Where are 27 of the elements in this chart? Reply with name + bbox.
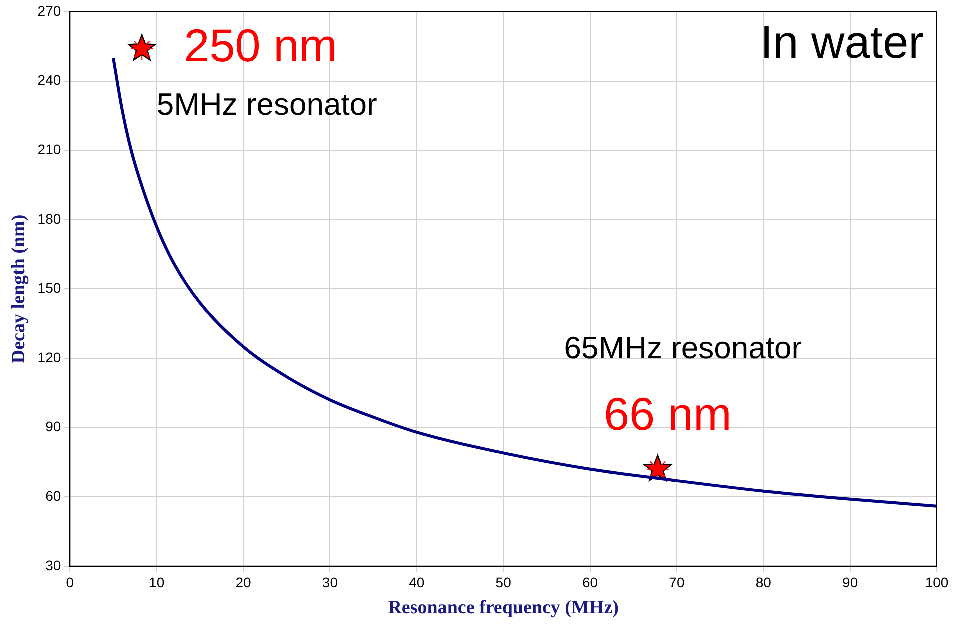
x-tick-label: 60 — [582, 574, 598, 591]
annotation: 65MHz resonator — [564, 330, 802, 366]
y-tick-label: 120 — [38, 349, 62, 366]
y-tick-label: 150 — [38, 280, 62, 296]
x-tick-label: 30 — [322, 574, 338, 591]
y-tick-label: 90 — [46, 418, 62, 435]
annotation: In water — [760, 16, 924, 68]
y-tick-label: 180 — [38, 210, 62, 227]
x-tick-label: 70 — [669, 574, 685, 591]
y-tick-label: 240 — [38, 72, 62, 88]
x-tick-label: 0 — [66, 574, 74, 591]
x-tick-label: 50 — [496, 574, 512, 591]
y-tick-label: 210 — [38, 141, 62, 158]
x-tick-label: 40 — [409, 574, 425, 591]
y-tick-label: 60 — [46, 488, 62, 504]
x-tick-label: 90 — [842, 574, 858, 591]
y-tick-label: 270 — [38, 2, 62, 19]
x-tick-label: 10 — [149, 574, 165, 591]
y-axis-title: Decay length (nm) — [8, 214, 30, 364]
x-tick-label: 20 — [236, 574, 252, 591]
annotation: 66 nm — [604, 388, 732, 440]
x-tick-label: 80 — [756, 574, 772, 591]
x-axis-title: Resonance frequency (MHz) — [388, 598, 619, 619]
annotation: 250 nm — [184, 20, 338, 72]
y-tick-label: 30 — [46, 557, 62, 574]
x-tick-label: 100 — [925, 574, 949, 591]
annotation: 5MHz resonator — [156, 86, 378, 122]
